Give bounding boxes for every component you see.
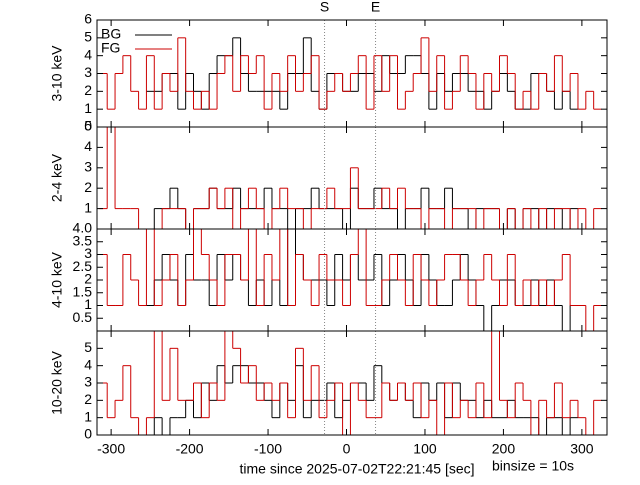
x-tick-label: -100	[254, 441, 282, 457]
y-tick-label: 4	[84, 356, 92, 372]
y-tick-label: 1	[84, 199, 92, 215]
y-tick-label: 5	[84, 118, 92, 134]
legend-label: FG	[101, 40, 120, 56]
y-tick-label: 3	[84, 245, 92, 261]
y-axis-label: 3-10 keV	[49, 45, 65, 102]
marker-label: S	[320, 0, 329, 15]
y-tick-label: 4	[84, 138, 92, 154]
y-tick-label: 3	[84, 64, 92, 80]
y-tick-label: 3.5	[73, 232, 93, 248]
y-tick-label: 1	[84, 408, 92, 424]
y-tick-label: 5	[84, 29, 92, 45]
y-axis-label: 2-4 keV	[49, 153, 65, 202]
y-tick-label: 2	[84, 271, 92, 287]
y-tick-label: 2.5	[73, 258, 93, 274]
y-tick-label: 2	[84, 391, 92, 407]
x-tick-label: 100	[413, 441, 437, 457]
y-tick-label: 2	[84, 179, 92, 195]
y-tick-label: 3	[84, 374, 92, 390]
y-tick-label: 0	[84, 118, 92, 134]
y-tick-label: 4	[84, 46, 92, 62]
x-tick-label: -300	[97, 441, 125, 457]
y-tick-label: 2	[84, 82, 92, 98]
y-tick-label: 0	[84, 426, 92, 442]
panel-frame	[96, 330, 608, 436]
y-axis-label: 4-10 keV	[49, 251, 65, 308]
y-tick-label: 5	[84, 339, 92, 355]
x-tick-label: 200	[492, 441, 516, 457]
legend-label: BG	[101, 26, 121, 42]
note: binsize = 10s	[492, 458, 574, 474]
x-tick-label: -200	[176, 441, 204, 457]
marker-label: E	[371, 0, 380, 15]
y-axis-label: 10-20 keV	[49, 350, 65, 414]
y-tick-label: 1.5	[73, 283, 93, 299]
x-tick-label: 300	[570, 441, 594, 457]
y-tick-label: 3	[84, 159, 92, 175]
y-tick-label: 1	[84, 296, 92, 312]
y-tick-label: 4.0	[73, 220, 93, 236]
y-tick-label: 0.5	[73, 309, 93, 325]
y-tick-label: 1	[84, 100, 92, 116]
x-axis-label: time since 2025-07-02T22:21:45 [sec]	[239, 461, 474, 477]
y-tick-label: 6	[84, 11, 92, 27]
x-tick-label: 0	[343, 441, 351, 457]
